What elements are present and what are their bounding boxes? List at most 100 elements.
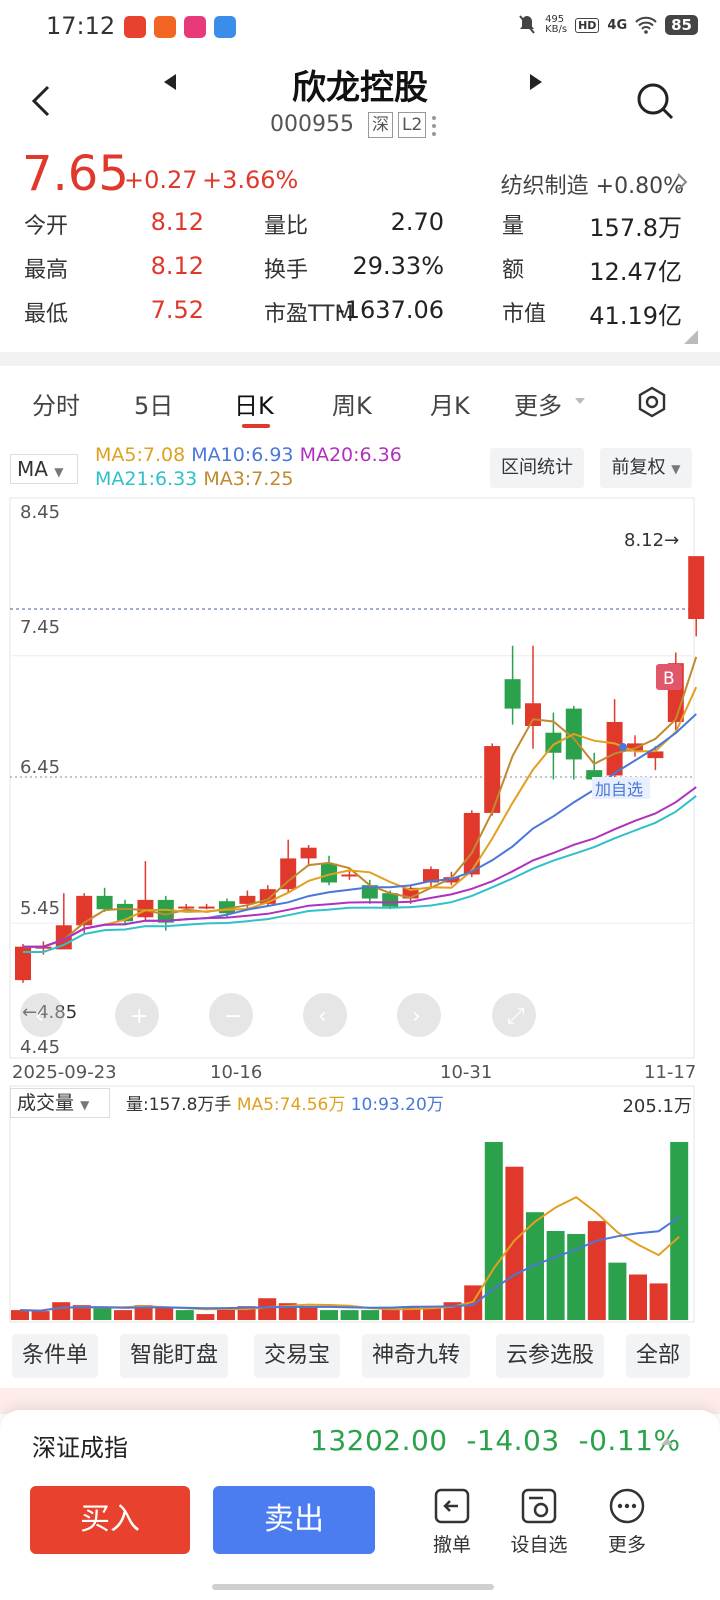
tool-button[interactable]: 云参选股 [496,1334,605,1378]
dropdown-arrow-icon: ▼ [671,462,681,476]
fullscreen-icon-glyph: ⤢ [507,1004,525,1029]
buy-button[interactable]: 买入 [30,1486,190,1554]
add-watchlist-label: 设自选 [510,1534,568,1556]
volume-bar [629,1274,647,1320]
candle-body [157,899,174,923]
index-name[interactable]: 深证成指 [32,1434,128,1462]
reset-icon[interactable] [20,993,64,1037]
volume-bar [72,1305,91,1320]
tool-button[interactable]: 全部 [626,1334,691,1378]
tab-5[interactable]: 更多 [514,392,562,420]
tool-button[interactable]: 条件单 [12,1334,99,1378]
back-icon[interactable] [28,84,54,118]
scroll-right-icon[interactable] [397,993,441,1037]
x-tick-label: 10-16 [210,1062,262,1083]
reset-icon-glyph: ‹ [35,1004,44,1029]
candle-body [300,847,317,859]
volume-bar [361,1310,380,1320]
app-notification-icon [154,16,176,38]
indicator-selector[interactable]: MA ▼ [10,454,78,484]
index-values[interactable]: 13202.00 -14.03 -0.11% [310,1424,681,1457]
kline-chart[interactable]: 8.45 7.45 6.45 5.45 4.45 2025-09-23 10-16 10-31… [0,490,720,1330]
volume-bar [381,1309,400,1320]
buy-marker [656,664,682,690]
more-actions-button[interactable]: 更多 [587,1486,667,1557]
candle-body [341,874,358,877]
sector-name: 纺织制造 [500,174,589,199]
scroll-left-icon-glyph: ‹ [318,1004,327,1029]
next-stock-icon[interactable] [528,72,544,92]
zoom-in-icon-glyph: + [130,1004,148,1029]
y-tick-label: 8.45 [20,502,60,523]
status-icons: 495 KB/s HD 4G 85 [517,14,698,36]
dropdown-arrow-icon: ▼ [54,465,64,479]
candle-body [76,895,93,926]
more-dots-icon[interactable] [430,114,438,138]
net-speed: 495 KB/s [545,14,568,35]
candle-body [198,906,215,909]
volume-bar [114,1310,132,1320]
volume-bar [567,1233,586,1320]
zoom-in-icon[interactable] [115,993,159,1037]
app-notification-icon [214,16,236,38]
volume-bar [258,1298,277,1320]
market-tag: 深 [368,112,393,138]
cancel-order-button[interactable]: 撤单 [412,1486,492,1557]
zoom-out-icon[interactable] [209,993,253,1037]
quote-label: 最高 [24,258,69,283]
signal-icon: 4G [607,17,628,33]
chart-settings-icon[interactable] [636,386,668,418]
tool-button[interactable]: 交易宝 [254,1334,341,1378]
section-divider [0,352,720,366]
quote-label: 最低 [24,302,69,327]
volume-selector-label: 成交量 [17,1092,75,1114]
expand-up-icon[interactable] [660,1436,674,1446]
tab-1[interactable]: 5日 [134,392,174,420]
app-notification-icon [124,16,146,38]
prev-stock-icon[interactable] [162,72,178,92]
quote-value: 157.8万 [589,214,682,242]
index-value: 13202.00 [310,1424,448,1457]
tool-button[interactable]: 神奇九转 [362,1334,471,1378]
quote-label: 量比 [264,214,309,239]
x-tick-label: 2025-09-23 [12,1062,117,1083]
range-stats-button[interactable]: 区间统计 [490,448,584,488]
expand-corner-icon[interactable] [684,330,698,344]
tool-button[interactable]: 智能盯盘 [120,1334,229,1378]
candle-body [137,899,154,918]
scroll-left-icon[interactable] [303,993,347,1037]
tab-4[interactable]: 月K [430,392,470,420]
adjust-selector-label: 前复权 [611,457,666,478]
candle-body [484,746,501,813]
volume-bar [52,1302,71,1320]
dropdown-arrow-icon[interactable] [574,396,586,406]
volume-value: 量:157.8万手 [126,1095,232,1115]
quote-value: 41.19亿 [589,302,682,330]
promo-banner[interactable] [0,1388,720,1414]
ma5-value: MA5:7.08 [95,444,186,466]
sell-button[interactable]: 卖出 [213,1486,375,1554]
price-change-pct: +3.66% [202,166,299,194]
tab-3[interactable]: 周K [332,392,372,420]
search-icon[interactable] [634,80,676,122]
watch-tag-label: 加自选 [595,780,643,799]
volume-bar [299,1307,318,1320]
quote-value: 8.12 [150,252,204,280]
fullscreen-icon[interactable] [492,993,536,1037]
add-watchlist-button[interactable]: 设自选 [499,1486,579,1557]
x-tick-label: 10-31 [440,1062,492,1083]
chevron-right-icon[interactable] [676,172,688,192]
home-indicator[interactable] [212,1584,494,1590]
zoom-out-icon-glyph: − [224,1004,242,1029]
sector-info[interactable]: 纺织制造 +0.80% [501,168,684,200]
cancel-order-icon [434,1488,470,1524]
tab-2[interactable]: 日K [234,392,274,420]
watch-tag-bg [592,777,650,799]
max-price-label: 8.12→ [624,530,679,551]
volume-bar [608,1262,627,1320]
volume-selector[interactable]: 成交量 ▼ [10,1088,110,1118]
candle-body [423,869,439,883]
volume-ma10: 10:93.20万 [350,1095,444,1115]
tab-0[interactable]: 分时 [32,392,80,420]
adjust-selector[interactable]: 前复权 ▼ [600,448,692,488]
